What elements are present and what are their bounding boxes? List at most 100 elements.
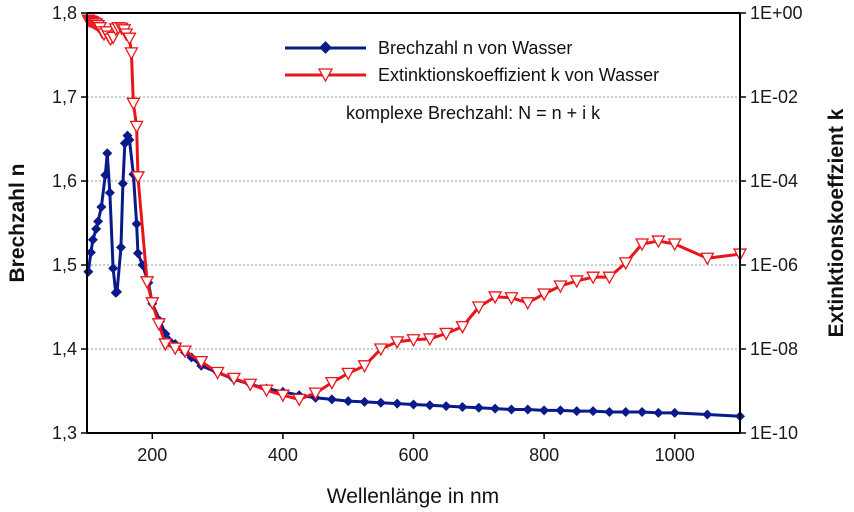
data-point-diamond [91, 223, 102, 234]
data-point-diamond [100, 170, 111, 181]
data-point-diamond [539, 405, 550, 416]
series-line [86, 134, 741, 418]
data-point-diamond [359, 396, 370, 407]
legend-label-k: Extinktionskoeffizient k von Wasser [378, 65, 659, 85]
data-point-triangle [158, 338, 173, 352]
grid-lines [87, 96, 740, 350]
legend-marker-diamond [319, 41, 332, 54]
data-point-diamond [343, 396, 354, 407]
data-point-diamond [96, 202, 107, 213]
data-point-triangle [145, 297, 160, 311]
data-point-diamond [87, 234, 98, 245]
data-point-triangle [259, 384, 274, 398]
y2-tick-label: 1E-06 [750, 255, 798, 275]
y2-tick-label: 1E-02 [750, 87, 798, 107]
data-point-triangle [292, 393, 307, 407]
data-point-triangle [341, 367, 356, 381]
series-n [83, 130, 745, 422]
data-point-triangle [422, 333, 437, 347]
legend-label-n: Brechzahl n von Wasser [378, 38, 572, 58]
data-point-diamond [117, 178, 128, 189]
data-point-triangle [275, 389, 290, 403]
data-point-diamond [112, 286, 123, 297]
data-point-triangle [471, 301, 486, 315]
data-point-diamond [392, 398, 403, 409]
data-point-triangle [488, 291, 503, 305]
y2-tick-label: 1E-10 [750, 423, 798, 443]
data-point-triangle [126, 97, 141, 111]
data-point-diamond [326, 394, 337, 405]
y-tick-label: 1,5 [52, 255, 77, 275]
x-tick-label: 800 [529, 445, 559, 465]
data-point-diamond [555, 405, 566, 416]
data-point-diamond [522, 404, 533, 415]
data-point-diamond [131, 218, 142, 229]
series-k [81, 14, 748, 407]
data-point-triangle [151, 318, 166, 332]
data-point-diamond [702, 409, 713, 420]
data-point-diamond [588, 406, 599, 417]
data-point-diamond [571, 406, 582, 417]
data-point-triangle [700, 252, 715, 266]
data-point-diamond [506, 404, 517, 415]
data-point-diamond [85, 247, 96, 258]
data-point-diamond [441, 401, 452, 412]
y-tick-label: 1,4 [52, 339, 77, 359]
y-axis-title-right: Extinktionskoeffzient k [825, 108, 848, 337]
data-point-triangle [390, 336, 405, 350]
annotation: komplexe Brechzahl: N = n + i k [346, 103, 601, 123]
y2-tick-label: 1E+00 [750, 3, 803, 23]
data-point-triangle [324, 376, 339, 390]
data-point-triangle [226, 372, 242, 386]
data-point-triangle [455, 321, 470, 335]
x-tick-label: 600 [398, 445, 428, 465]
data-point-triangle [618, 257, 633, 271]
data-point-triangle [124, 47, 139, 61]
data-point-diamond [457, 401, 468, 412]
data-point-diamond [124, 134, 135, 145]
axes [81, 12, 746, 439]
data-point-triangle [210, 366, 225, 380]
x-tick-label: 200 [137, 445, 167, 465]
data-point-triangle [308, 387, 323, 401]
data-point-triangle [194, 355, 209, 369]
y2-tick-label: 1E-04 [750, 171, 798, 191]
data-point-triangle [504, 292, 519, 306]
data-point-diamond [604, 407, 615, 417]
legend: Brechzahl n von Wasser Extinktionskoeffi… [285, 38, 659, 85]
data-point-diamond [473, 402, 484, 413]
data-point-triangle [177, 345, 193, 359]
data-point-triangle [122, 32, 137, 46]
data-point-triangle [537, 288, 552, 302]
data-point-triangle [129, 120, 144, 134]
data-point-diamond [115, 242, 126, 253]
data-point-diamond [637, 407, 648, 417]
data-point-triangle [373, 343, 388, 357]
data-point-triangle [520, 297, 535, 311]
data-point-diamond [408, 399, 419, 410]
legend-marker-triangle [317, 68, 334, 83]
data-point-triangle [585, 271, 601, 285]
y-tick-label: 1,8 [52, 3, 77, 23]
y-tick-label: 1,6 [52, 171, 77, 191]
data-point-diamond [83, 266, 94, 277]
data-point-diamond [132, 248, 143, 259]
y-tick-label: 1,3 [52, 423, 77, 443]
data-point-triangle [667, 238, 682, 252]
data-point-diamond [490, 403, 501, 414]
data-point-triangle [139, 276, 155, 290]
series-layer [81, 14, 748, 422]
y-tick-label: 1,7 [52, 87, 77, 107]
data-point-diamond [620, 407, 631, 417]
x-tick-label: 400 [268, 445, 298, 465]
y-axis-title-left: Brechzahl n [6, 163, 29, 282]
data-point-triangle [602, 271, 617, 285]
data-point-triangle [569, 275, 584, 289]
tick-labels: 1,3 1,4 1,5 1,6 1,7 1,8 1E+00 1E-02 1E-04 1E-06 1E… [52, 3, 803, 465]
data-point-triangle [651, 235, 666, 249]
data-point-diamond [375, 397, 386, 408]
data-point-diamond [93, 216, 104, 227]
x-axis-title: Wellenlänge in nm [327, 485, 499, 508]
data-point-diamond [108, 263, 119, 274]
